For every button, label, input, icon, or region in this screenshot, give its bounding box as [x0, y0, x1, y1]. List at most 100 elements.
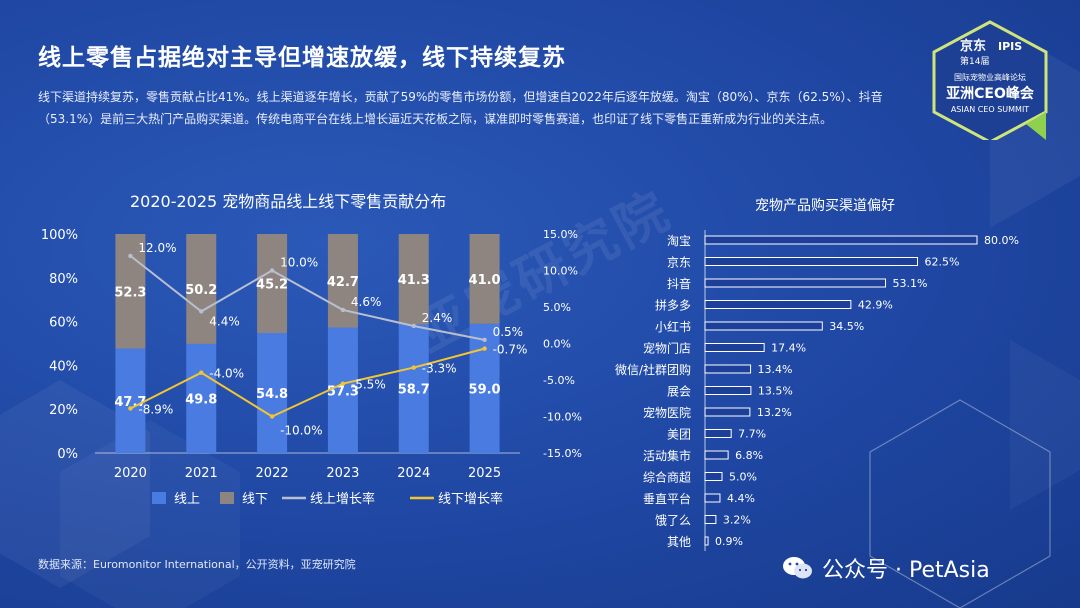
channel-value-label: 4.4%: [727, 492, 755, 505]
channel-label: 垂直平台: [643, 491, 691, 506]
point-offline-growth: [269, 414, 275, 419]
bar-online-label: 47.7: [114, 395, 146, 410]
channel-label: 其他: [667, 535, 691, 549]
point-online-growth: [482, 337, 487, 343]
channel-label: 小红书: [655, 319, 691, 334]
left-chart-title: 2020-2025 宠物商品线上线下零售贡献分布: [130, 192, 447, 211]
x-tick-label: 2023: [326, 466, 359, 481]
channel-value-label: 62.5%: [925, 256, 960, 269]
data-source: 数据来源：Euromonitor International，公开资料，亚宠研究…: [38, 558, 356, 571]
footer-brand: 公众号 · PetAsia: [782, 552, 990, 584]
bar-online: [469, 323, 500, 453]
channel-bar: [704, 235, 978, 245]
label-offline-growth: -4.0%: [209, 367, 244, 381]
label-online-growth: 10.0%: [280, 256, 318, 270]
y2-tick-label: -5.0%: [543, 374, 575, 387]
channel-label: 美团: [667, 428, 691, 442]
channel-label: 饿了么: [655, 514, 691, 528]
legend-label: 线上: [174, 492, 200, 507]
channel-bar: [704, 364, 752, 374]
channel-bar: [704, 257, 918, 266]
label-online-growth: 0.5%: [493, 325, 524, 339]
footer-brand-text: 公众号 · PetAsia: [822, 558, 990, 583]
y-tick-label: 100%: [41, 228, 78, 243]
point-online-growth: [269, 268, 275, 273]
legend-label: 线上增长率: [310, 491, 375, 507]
right-chart-title: 宠物产品购买渠道偏好: [755, 198, 895, 214]
point-offline-growth: [199, 370, 204, 375]
channel-value-label: 42.9%: [858, 299, 893, 312]
summary-text: 线下渠道持续复苏，零售贡献占比41%。线上渠道逐年增长，贡献了59%的零售市场份…: [38, 90, 883, 126]
label-online-growth: 4.6%: [351, 295, 382, 309]
badge-edition: 第14届: [960, 55, 989, 67]
legend-label: 线下: [242, 492, 268, 507]
channel-value-label: 17.4%: [771, 342, 806, 355]
point-online-growth: [340, 307, 346, 313]
legend-swatch: [152, 492, 166, 504]
x-tick-label: 2025: [468, 466, 501, 481]
x-tick-label: 2024: [397, 466, 430, 481]
badge-brand: 京东: [960, 38, 986, 54]
point-online-growth: [411, 323, 416, 329]
channel-value-label: 34.5%: [829, 320, 864, 333]
x-tick-label: 2022: [256, 466, 289, 481]
label-offline-growth: -10.0%: [280, 424, 322, 438]
y2-tick-label: 0.0%: [543, 338, 571, 351]
channel-bar: [704, 386, 752, 395]
bar-offline: [469, 234, 500, 324]
y2-tick-label: 15.0%: [543, 228, 578, 241]
channel-bar: [704, 300, 852, 309]
channel-label: 综合商超: [643, 470, 691, 485]
page-title: 线上零售占据绝对主导但增速放缓，线下持续复苏: [38, 45, 566, 71]
channel-label: 活动集市: [643, 448, 691, 463]
y-tick-label: 80%: [49, 272, 78, 287]
bar-online-label: 59.0: [469, 382, 501, 397]
y2-tick-label: -10.0%: [543, 411, 582, 424]
channel-bar: [704, 450, 729, 460]
line-offline-growth: [129, 347, 485, 418]
bar-offline: [398, 234, 429, 325]
legend-swatch: [220, 492, 234, 504]
channel-value-label: 13.5%: [758, 385, 793, 398]
badge-summit-en: ASIAN CEO SUMMIT: [951, 105, 1029, 114]
channel-label: 微信/社群团购: [615, 362, 691, 377]
line-online-growth: [129, 255, 485, 341]
bar-offline: [257, 234, 288, 333]
bar-offline: [115, 234, 146, 349]
channel-label: 拼多多: [655, 299, 691, 313]
bar-offline-label: 41.3: [398, 273, 430, 288]
bar-online-label: 58.7: [398, 383, 430, 398]
channel-bar: [704, 407, 751, 417]
label-online-growth: 4.4%: [209, 314, 240, 328]
label-offline-growth: -5.5%: [351, 378, 386, 392]
badge-ipis: IPIS: [998, 40, 1022, 53]
channel-label: 淘宝: [667, 234, 691, 248]
channel-label: 京东: [667, 256, 691, 270]
bar-offline-label: 45.2: [256, 277, 288, 292]
bar-online: [257, 332, 288, 453]
bar-offline-label: 42.7: [327, 275, 359, 290]
channel-bar: [704, 429, 732, 438]
bar-online-label: 49.8: [185, 392, 217, 407]
channel-bar: [704, 321, 823, 331]
wechat-icon: [783, 557, 812, 579]
x-tick-label: 2021: [185, 466, 218, 481]
channel-label: 宠物门店: [643, 341, 691, 356]
channel-value-label: 3.2%: [723, 514, 751, 527]
channel-value-label: 80.0%: [984, 234, 1019, 247]
x-tick-label: 2020: [114, 466, 147, 481]
bar-offline: [186, 234, 217, 344]
label-offline-growth: -3.3%: [422, 362, 457, 376]
channel-bar: [704, 472, 723, 481]
y-tick-label: 20%: [49, 403, 78, 418]
channel-value-label: 7.7%: [738, 428, 766, 441]
point-offline-growth: [411, 365, 416, 370]
point-online-growth: [128, 253, 133, 259]
bar-online: [327, 327, 358, 453]
y-tick-label: 60%: [49, 316, 78, 331]
bar-online-label: 54.8: [256, 387, 288, 402]
summit-logo: 京东 第14届 IPIS 国际宠物业高峰论坛 亚洲CEO峰会 ASIAN CEO…: [932, 20, 1048, 140]
badge-summit-cn: 亚洲CEO峰会: [946, 85, 1035, 102]
bar-online: [115, 348, 146, 453]
